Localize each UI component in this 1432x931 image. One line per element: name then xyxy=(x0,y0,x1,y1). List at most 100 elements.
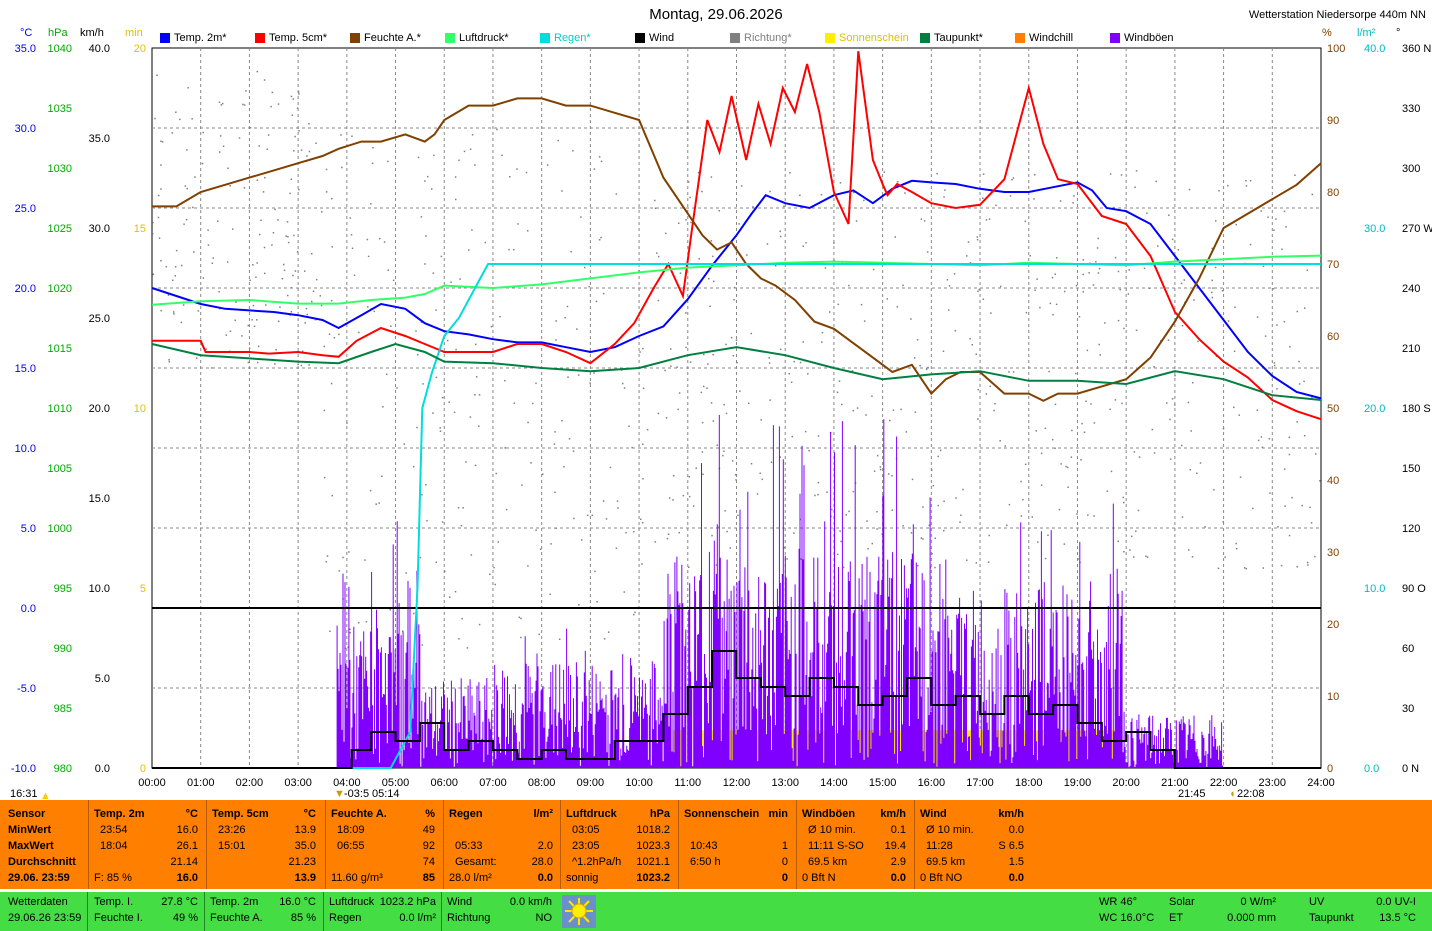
direction-dot xyxy=(1172,398,1174,400)
direction-dot xyxy=(294,136,296,138)
direction-dot xyxy=(549,594,551,596)
direction-dot xyxy=(1296,566,1298,568)
axis-tick-label: 5.0 xyxy=(95,673,110,685)
table-cell: 0.0 xyxy=(493,872,553,884)
direction-dot xyxy=(220,135,222,137)
direction-dot xyxy=(1235,543,1237,545)
direction-dot xyxy=(264,177,266,179)
direction-dot xyxy=(783,206,785,208)
direction-dot xyxy=(479,624,481,626)
direction-dot xyxy=(730,547,732,549)
direction-dot xyxy=(573,518,575,520)
direction-dot xyxy=(370,490,372,492)
direction-dot xyxy=(292,275,294,277)
direction-dot xyxy=(960,515,962,517)
direction-dot xyxy=(767,243,769,245)
direction-dot xyxy=(976,562,978,564)
direction-dot xyxy=(741,185,743,187)
direction-dot xyxy=(800,362,802,364)
direction-dot xyxy=(1192,382,1194,384)
wr-value: WR 46° xyxy=(1099,896,1137,908)
direction-dot xyxy=(624,591,626,593)
direction-dot xyxy=(208,244,210,246)
direction-dot xyxy=(248,362,250,364)
x-tick-label: 16:00 xyxy=(918,777,946,789)
direction-dot xyxy=(983,298,985,300)
direction-dot xyxy=(1190,469,1192,471)
table-cell: 0 xyxy=(728,856,788,868)
direction-dot xyxy=(1188,402,1190,404)
direction-dot xyxy=(265,304,267,306)
direction-dot xyxy=(1212,297,1214,299)
direction-dot xyxy=(203,277,205,279)
direction-dot xyxy=(829,311,831,313)
direction-dot xyxy=(160,260,162,262)
direction-dot xyxy=(917,339,919,341)
direction-dot xyxy=(723,404,725,406)
direction-dot xyxy=(1263,266,1265,268)
feuchte-i-label: Feuchte I. xyxy=(94,912,143,924)
direction-dot xyxy=(814,495,816,497)
direction-dot xyxy=(267,149,269,151)
direction-dot xyxy=(279,306,281,308)
direction-dot xyxy=(271,244,273,246)
axis-tick-label: 995 xyxy=(54,583,72,595)
direction-dot xyxy=(736,362,738,364)
direction-dot xyxy=(316,279,318,281)
direction-dot xyxy=(900,409,902,411)
direction-dot xyxy=(181,265,183,267)
direction-dot xyxy=(962,489,964,491)
direction-dot xyxy=(1041,453,1043,455)
direction-dot xyxy=(1284,505,1286,507)
table-cell: 1023.2 xyxy=(610,872,670,884)
direction-dot xyxy=(186,149,188,151)
direction-dot xyxy=(1222,521,1224,523)
direction-dot xyxy=(936,173,938,175)
direction-dot xyxy=(600,237,602,239)
direction-dot xyxy=(954,273,956,275)
direction-dot xyxy=(308,364,310,366)
x-tick-label: 01:00 xyxy=(187,777,215,789)
axis-tick-label: 270 W xyxy=(1402,223,1432,235)
direction-dot xyxy=(1168,214,1170,216)
axis-tick-label: 1040 xyxy=(48,43,72,55)
table-cell: 11:28 xyxy=(926,840,953,852)
direction-dot xyxy=(1145,556,1147,558)
direction-dot xyxy=(442,397,444,399)
wc-value: WC 16.0°C xyxy=(1099,912,1154,924)
direction-dot xyxy=(465,461,467,463)
direction-dot xyxy=(633,614,635,616)
direction-dot xyxy=(670,348,672,350)
direction-dot xyxy=(1284,321,1286,323)
direction-dot xyxy=(211,367,213,369)
table-cell: 13.9 xyxy=(256,824,316,836)
axis-tick-label: 15 xyxy=(134,223,146,235)
direction-dot xyxy=(245,90,247,92)
direction-dot xyxy=(642,348,644,350)
direction-dot xyxy=(818,435,820,437)
direction-dot xyxy=(706,387,708,389)
direction-dot xyxy=(173,311,175,313)
direction-dot xyxy=(436,562,438,564)
direction-dot xyxy=(736,339,738,341)
direction-dot xyxy=(679,392,681,394)
direction-dot xyxy=(724,510,726,512)
direction-dot xyxy=(1152,429,1154,431)
direction-dot xyxy=(872,543,874,545)
direction-dot xyxy=(701,392,703,394)
direction-dot xyxy=(1246,568,1248,570)
direction-dot xyxy=(880,466,882,468)
direction-dot xyxy=(760,419,762,421)
direction-dot xyxy=(297,251,299,253)
direction-dot xyxy=(559,638,561,640)
direction-dot xyxy=(368,256,370,258)
direction-dot xyxy=(239,137,241,139)
direction-dot xyxy=(257,71,259,73)
x-tick-label: 19:00 xyxy=(1064,777,1092,789)
direction-dot xyxy=(821,194,823,196)
direction-dot xyxy=(331,383,333,385)
direction-dot xyxy=(955,497,957,499)
direction-dot xyxy=(603,293,605,295)
direction-dot xyxy=(1269,492,1271,494)
direction-dot xyxy=(1222,290,1224,292)
